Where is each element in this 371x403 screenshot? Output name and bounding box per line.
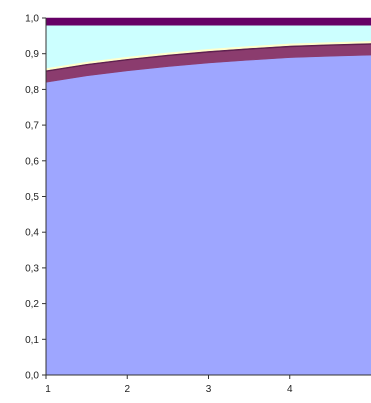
y-tick-label: 0,8 <box>25 85 39 96</box>
y-tick-label: 0,5 <box>25 192 39 203</box>
y-tick-label: 0,1 <box>25 335 39 346</box>
series-area-6 <box>45 17 371 26</box>
y-tick-label: 0,0 <box>25 371 39 382</box>
x-tick-label: 3 <box>206 384 212 395</box>
x-tick-label: 4 <box>287 384 293 395</box>
y-tick-label: 0,9 <box>25 49 39 60</box>
y-tick-label: 0,7 <box>25 121 39 132</box>
x-axis: 1 2 3 4 <box>45 374 371 395</box>
y-tick-label: 0,3 <box>25 263 39 274</box>
y-tick-label: 1,0 <box>25 14 39 25</box>
series-area-1 <box>45 54 371 376</box>
x-tick-label: 2 <box>124 384 130 395</box>
y-tick-label: 0,4 <box>25 228 39 239</box>
y-tick-label: 0,2 <box>25 299 39 310</box>
y-axis: 0,0 0,1 0,2 0,3 0,4 0,5 0,6 0,7 0,8 0,9 1,0 <box>25 14 47 382</box>
y-tick-label: 0,6 <box>25 156 39 167</box>
x-tick-label: 1 <box>45 384 51 395</box>
series-areas <box>45 17 371 376</box>
